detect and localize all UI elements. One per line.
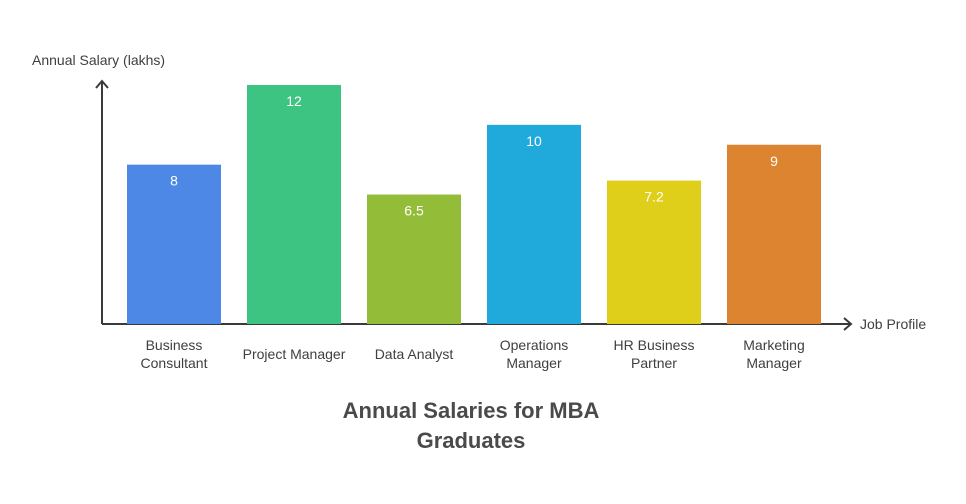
data-label: 12 [286,93,302,109]
data-label: 10 [526,133,542,149]
bar [247,85,341,324]
category-label: Business Consultant [141,337,208,371]
data-label: 6.5 [404,203,424,219]
bars [127,85,821,324]
data-label: 7.2 [644,189,664,205]
category-label: Operations Manager [500,337,568,371]
category-label: HR Business Partner [614,337,695,371]
labels: Annual Salary (lakhs) Job Profile 8 Busines… [32,52,926,453]
chart-title: Annual Salaries for MBA Graduates [343,398,600,453]
data-label: 8 [170,173,178,189]
bar [367,194,461,324]
data-label: 9 [770,153,778,169]
bar [727,144,821,324]
x-axis-label: Job Profile [860,316,926,332]
bar [607,180,701,324]
y-axis-label: Annual Salary (lakhs) [32,52,165,68]
bar [487,124,581,324]
x-axis-arrow-icon [843,317,853,331]
bar [127,164,221,324]
category-label: Project Manager [243,346,346,362]
axes [95,79,853,331]
y-axis-arrow-icon [95,79,109,89]
category-label: Marketing Manager [743,337,804,371]
category-label: Data Analyst [375,346,454,362]
